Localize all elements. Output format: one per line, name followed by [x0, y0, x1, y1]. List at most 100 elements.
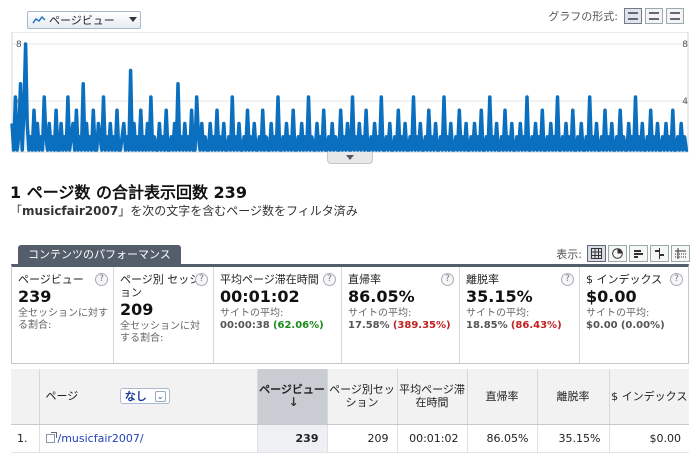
- table-format-icon: [670, 12, 680, 20]
- help-icon[interactable]: ?: [670, 273, 683, 286]
- compare-format-icon: [649, 12, 659, 20]
- row-page-cell: /musicfair2007/: [39, 424, 258, 453]
- graph-format-compare-button[interactable]: [645, 8, 663, 24]
- column-header-bounce-rate[interactable]: 直帰率: [467, 369, 538, 425]
- column-header-label: 平均ページ滞在時間: [399, 383, 465, 410]
- line-format-icon: [628, 12, 638, 20]
- metric-sub: サイトの平均:: [348, 308, 412, 319]
- line-chart-icon: [32, 15, 46, 24]
- chevron-down-icon: ⌄: [154, 390, 166, 402]
- view-label: 表示:: [556, 247, 582, 261]
- metric-pageviews: ページビュー 239 全セッションに対する割合: ?: [12, 267, 114, 363]
- site-avg-value: 17.58%: [348, 320, 390, 331]
- metric-value: 239: [18, 287, 52, 306]
- bar-chart-icon: [634, 250, 643, 258]
- graph-format-switcher: グラフの形式:: [548, 8, 684, 24]
- page-link[interactable]: /musicfair2007/: [57, 431, 144, 445]
- dropdown-arrow-icon: [129, 17, 137, 22]
- cell-exit-rate: 35.15%: [537, 424, 610, 453]
- help-icon[interactable]: ?: [323, 273, 336, 286]
- y-tick-label-right: 4: [682, 97, 688, 107]
- view-compare-button[interactable]: [650, 245, 669, 262]
- graph-format-table-button[interactable]: [666, 8, 684, 24]
- metric-site-avg: 17.58% (389.35%): [348, 320, 454, 332]
- secondary-dimension-select[interactable]: なし ⌄: [119, 388, 170, 405]
- filter-description: 「musicfair2007」を次の文字を含むページ数をフィルタ済み: [10, 202, 358, 219]
- collapse-graph-handle[interactable]: [327, 152, 373, 164]
- view-pivot-button[interactable]: [671, 245, 690, 262]
- column-header-label: 離脱率: [556, 389, 590, 403]
- metric-unique-pageviews: ページ別 セッション 209 全セッションに対する割合: ?: [114, 267, 214, 363]
- help-icon[interactable]: ?: [95, 273, 108, 286]
- column-header-avg-time[interactable]: 平均ページ滞在時間: [397, 369, 468, 425]
- metric-sub: サイトの平均:: [466, 308, 530, 319]
- view-switcher: 表示:: [556, 245, 690, 262]
- column-header-exit-rate[interactable]: 離脱率: [537, 369, 610, 425]
- column-header-pageviews[interactable]: ページビュー↓: [257, 369, 328, 425]
- metric-value: 35.15%: [466, 287, 533, 306]
- grid-icon: [591, 248, 602, 259]
- cell-dollar-index: $0.00: [609, 424, 689, 453]
- site-avg-value: 18.85%: [466, 320, 508, 331]
- view-performance-button[interactable]: [629, 245, 648, 262]
- metric-sub: サイトの平均:: [586, 308, 650, 319]
- cell-bounce-rate: 86.05%: [467, 424, 538, 453]
- metric-dollar-index: $ インデックス $0.00 サイトの平均: $0.00 (0.00%) ?: [580, 267, 688, 363]
- metric-exit-rate: 離脱率 35.15% サイトの平均: 18.85% (86.43%) ?: [460, 267, 580, 363]
- pivot-icon: [675, 248, 686, 259]
- compare-icon: [655, 248, 664, 259]
- pie-chart-icon: [612, 248, 623, 259]
- site-avg-value: 00:00:38: [220, 320, 270, 331]
- cell-unique-pageviews: 209: [327, 424, 398, 453]
- metric-selector-label: ページビュー: [49, 14, 115, 27]
- column-header-label: ページビュー: [259, 383, 325, 397]
- page-count: 1: [10, 183, 22, 202]
- column-header-page: ページ なし ⌄: [39, 369, 258, 425]
- total-pageviews: 239: [213, 183, 247, 202]
- pageview-line-chart: 8 4 8 4 05年06年07年08年09年10年11年12年01年02年03…: [10, 32, 689, 153]
- cell-avg-time: 00:01:02: [397, 424, 468, 453]
- site-avg-diff: (0.00%): [620, 320, 665, 331]
- column-header-unique-pageviews[interactable]: ページ別セッション: [327, 369, 398, 425]
- dimension-select-value: なし: [124, 389, 147, 403]
- metric-site-avg: 00:00:38 (62.06%): [220, 320, 336, 332]
- tab-content-performance[interactable]: コンテンツのパフォーマンス: [18, 245, 181, 264]
- metric-bounce-rate: 直帰率 86.05% サイトの平均: 17.58% (389.35%) ?: [342, 267, 460, 363]
- help-icon[interactable]: ?: [561, 273, 574, 286]
- series-line-pageviews: [10, 42, 689, 152]
- cell-pageviews: 239: [257, 424, 328, 453]
- site-avg-diff: (389.35%): [392, 320, 451, 331]
- metric-label: 平均ページ滞在時間: [220, 273, 319, 286]
- view-pie-button[interactable]: [608, 245, 627, 262]
- graph-format-line-button[interactable]: [624, 8, 642, 24]
- column-header-label: ページ別セッション: [329, 383, 395, 410]
- view-table-button[interactable]: [587, 245, 606, 262]
- column-header-index: [11, 369, 40, 425]
- metric-label: 離脱率: [466, 273, 499, 286]
- metric-avg-time-on-page: 平均ページ滞在時間 00:01:02 サイトの平均: 00:00:38 (62.…: [214, 267, 342, 363]
- metric-site-avg: 18.85% (86.43%): [466, 320, 574, 332]
- help-icon[interactable]: ?: [195, 273, 208, 286]
- help-icon[interactable]: ?: [441, 273, 454, 286]
- filter-description-text: 」を次の文字を含むページ数をフィルタ済み: [118, 204, 358, 218]
- site-avg-diff: (86.43%): [510, 320, 562, 331]
- metric-label: ページビュー: [18, 273, 84, 286]
- filter-open-quote: 「: [10, 204, 23, 218]
- column-header-page-label: ページ: [45, 389, 79, 403]
- report-summary-title: 1 ページ数 の合計表示回数 239: [10, 179, 247, 203]
- open-link-icon[interactable]: [45, 431, 57, 443]
- metric-value: $0.00: [586, 287, 637, 306]
- site-avg-value: $0.00: [586, 320, 618, 331]
- metric-selector[interactable]: ページビュー: [27, 11, 141, 29]
- table-row: 1. /musicfair2007/ 239 209 00:01:02 86.0…: [11, 424, 689, 453]
- filter-term: musicfair2007: [22, 204, 119, 218]
- table-header-row: ページ なし ⌄ ページビュー↓ ページ別セッション 平均ページ滞在時間 直帰率…: [11, 369, 689, 425]
- column-header-dollar-index[interactable]: $ インデックス: [609, 369, 689, 425]
- sort-desc-icon: ↓: [288, 395, 299, 410]
- metric-sub: 全セッションに対する割合:: [18, 308, 108, 331]
- site-avg-diff: (62.06%): [272, 320, 324, 331]
- metric-sub: 全セッションに対する割合:: [120, 321, 200, 344]
- metric-value: 209: [120, 300, 154, 319]
- performance-metrics-panel: ページビュー 239 全セッションに対する割合: ? ページ別 セッション 20…: [11, 264, 689, 364]
- chevron-down-icon: [346, 155, 354, 160]
